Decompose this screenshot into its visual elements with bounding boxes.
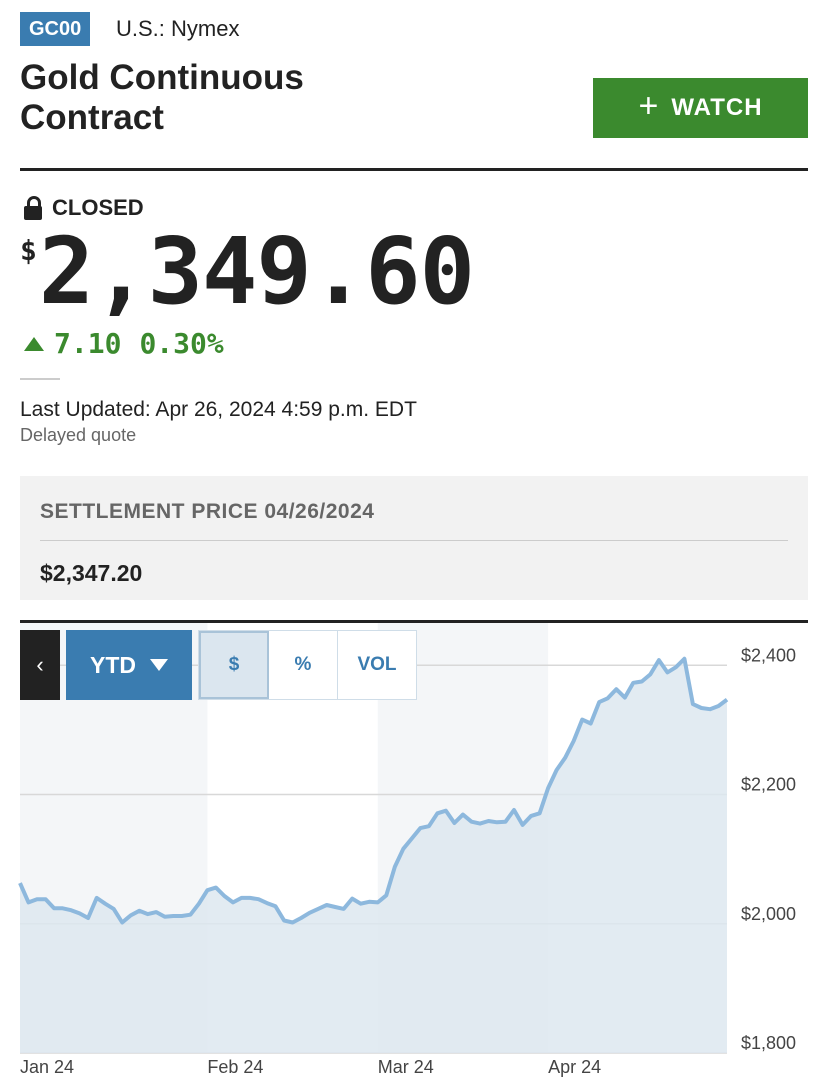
y-tick-label: $1,800 <box>741 1033 796 1053</box>
settlement-label: SETTLEMENT PRICE 04/26/2024 <box>40 500 375 523</box>
header-divider <box>20 168 808 171</box>
settlement-divider <box>40 540 788 541</box>
lock-icon <box>24 196 42 220</box>
price-line <box>18 656 729 925</box>
delayed-note: Delayed quote <box>20 425 137 445</box>
x-tick-label: Feb 24 <box>207 1057 263 1077</box>
change-percent: 0.30% <box>139 327 224 360</box>
last-updated: Last Updated: Apr 26, 2024 4:59 p.m. EDT <box>20 398 417 421</box>
price-change: 7.10 0.30% <box>24 327 224 360</box>
mode-dollar-button[interactable]: $ <box>199 631 269 699</box>
divider <box>20 378 60 380</box>
arrow-up-icon <box>24 336 44 351</box>
caret-down-icon <box>150 659 168 671</box>
plus-icon: + <box>638 87 660 125</box>
x-tick-label: Apr 24 <box>548 1057 601 1077</box>
mode-volume-button[interactable]: VOL <box>357 654 397 675</box>
last-price: $ 2,349.60 <box>20 218 475 325</box>
x-tick-label: Jan 24 <box>20 1057 74 1077</box>
settlement-panel: SETTLEMENT PRICE 04/26/2024 $2,347.20 <box>20 476 808 600</box>
settlement-value: $2,347.20 <box>40 560 143 586</box>
watch-button-label: WATCH <box>671 94 763 121</box>
back-button[interactable]: ‹ <box>20 630 60 700</box>
chart-mode-group: $ % VOL <box>198 630 417 700</box>
ticker-badge: GC00 <box>20 12 91 46</box>
market-status: CLOSED <box>24 195 144 221</box>
range-label: YTD <box>90 651 136 678</box>
chart-divider <box>20 620 808 623</box>
watch-button[interactable]: + WATCH <box>593 78 808 138</box>
y-tick-label: $2,200 <box>741 775 796 795</box>
change-value: 7.10 <box>54 327 122 360</box>
price-value: 2,349.60 <box>38 218 475 325</box>
y-tick-label: $2,400 <box>741 645 796 665</box>
chart-toolbar: ‹ YTD $ % VOL <box>20 630 417 700</box>
x-tick-label: Mar 24 <box>378 1057 434 1077</box>
exchange-label: U.S.: Nymex <box>116 16 240 41</box>
range-dropdown[interactable]: YTD <box>66 630 192 700</box>
market-status-label: CLOSED <box>52 195 144 220</box>
mode-percent-button[interactable]: % <box>269 631 338 699</box>
y-tick-label: $2,000 <box>741 904 796 924</box>
price-area <box>20 658 727 1053</box>
currency-symbol: $ <box>20 234 37 267</box>
page-title: Gold Continuous Contract <box>20 58 304 137</box>
